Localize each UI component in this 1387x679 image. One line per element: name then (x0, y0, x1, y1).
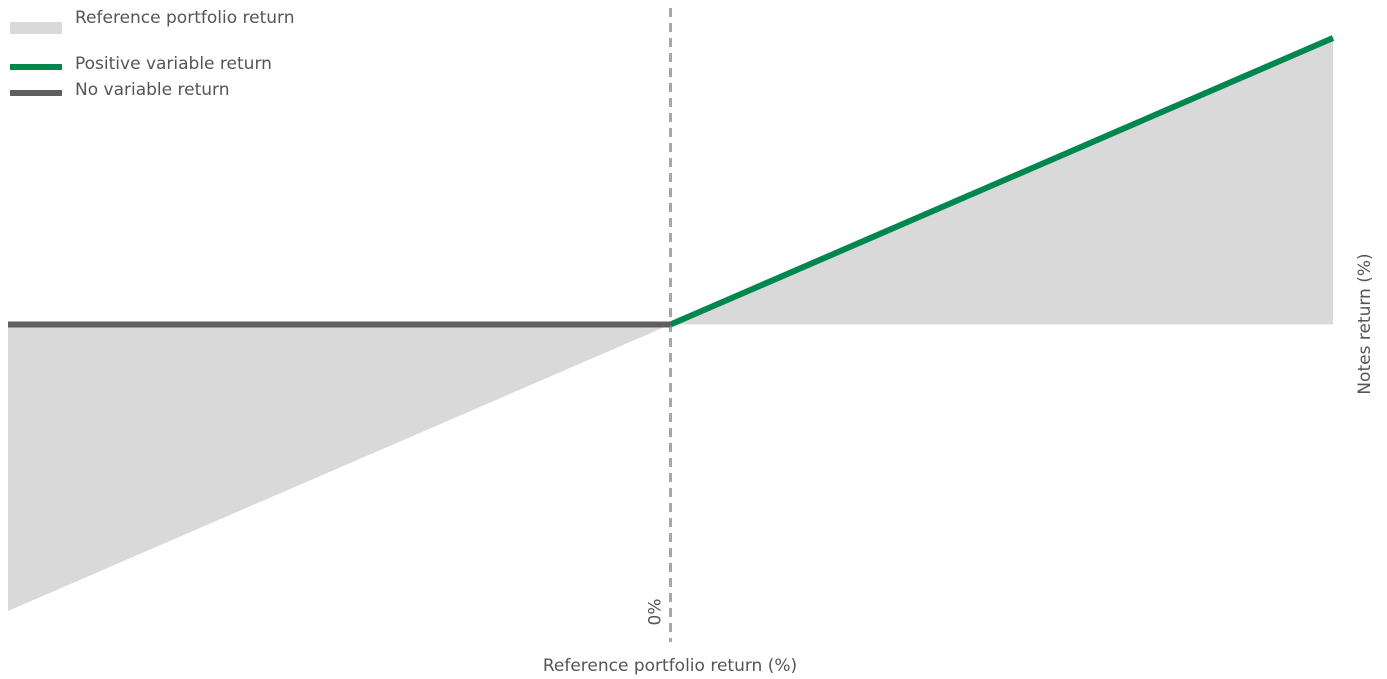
series-lines (8, 35, 1335, 328)
zero-percent-label: 0% (646, 599, 666, 626)
legend-swatch-green-line (10, 64, 62, 70)
legend-swatch-gray-line (10, 90, 62, 96)
legend-label: Reference portfolio return (75, 8, 295, 28)
legend-label: Positive variable return (75, 54, 272, 74)
legend-label: No variable return (75, 80, 230, 100)
x-axis-label: Reference portfolio return (%) (543, 656, 797, 676)
line-series-positive-variable-return (669, 35, 1335, 328)
y-axis-label: Notes return (%) (1355, 253, 1375, 394)
legend-swatch-area (10, 22, 62, 34)
